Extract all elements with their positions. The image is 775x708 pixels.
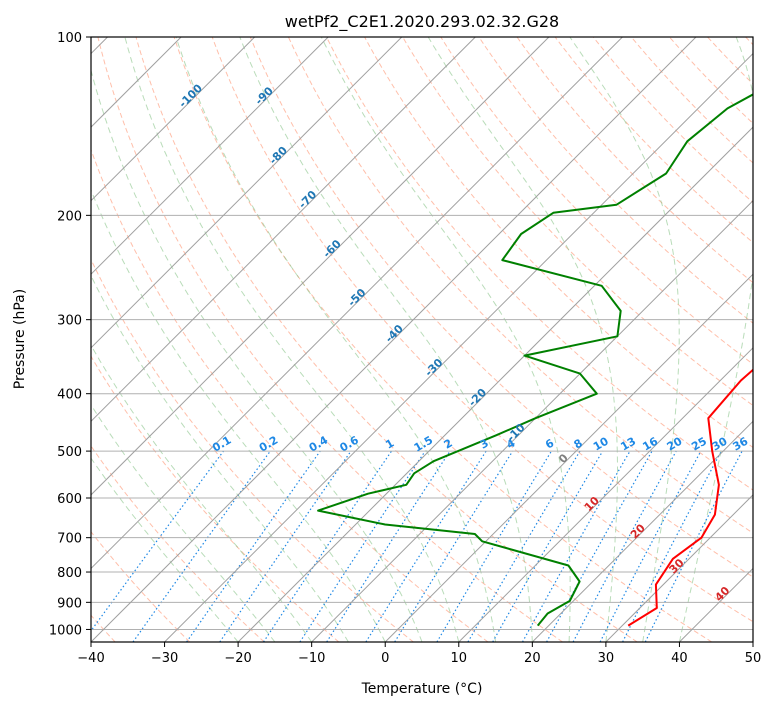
isotherm-gridline: [311, 199, 753, 642]
dry-adiabat-line: [91, 148, 489, 642]
moist-adiabat-line: [320, 37, 571, 642]
isotherm-gridline: [91, 37, 697, 642]
x-tick-label: −20: [224, 651, 251, 666]
isotherm-gridline: [91, 37, 403, 349]
dry-adiabat-line: [249, 37, 753, 578]
moist-adiabat-line: [91, 188, 386, 642]
moist-adiabat-line: [678, 37, 753, 642]
x-axis-label: Temperature (°C): [361, 681, 483, 697]
moist-adiabat-line: [569, 37, 680, 642]
moist-adiabat-line: [91, 274, 349, 642]
dry-adiabat-line: [91, 531, 191, 642]
isotherm-gridline: [91, 37, 623, 570]
dry-adiabat-line: [97, 37, 563, 642]
dry-adiabat-line: [173, 37, 713, 642]
x-tick-label: 10: [451, 651, 468, 666]
y-tick-label: 500: [57, 445, 82, 460]
y-axis-label: Pressure (hPa): [12, 289, 28, 389]
x-tick-label: 0: [381, 651, 389, 666]
mixing-ratio-line: [467, 450, 581, 642]
dry-adiabat-line: [135, 37, 638, 642]
isotherm-gridline: [91, 37, 329, 275]
x-tick-label: 50: [745, 651, 762, 666]
dry-adiabat-line: [287, 37, 753, 534]
moist-adiabat-line: [175, 37, 497, 642]
x-tick-label: −10: [298, 651, 325, 666]
data-curves: [317, 93, 753, 627]
mixing-ratio-line: [365, 450, 487, 642]
isotherm-gridline: [164, 52, 753, 642]
moist-adiabat-line: [91, 68, 423, 642]
dry-adiabat-line: [402, 37, 753, 407]
isotherm-gridline: [458, 347, 753, 642]
y-tick-label: 700: [57, 532, 82, 547]
mixing-ratio-line: [436, 450, 553, 642]
dry-adiabat-line: [91, 355, 340, 642]
y-tick-label: 100: [57, 31, 82, 46]
mixing-ratio-line: [572, 450, 677, 642]
dry-adiabat-line: [516, 37, 753, 284]
mixing-ratio-line: [219, 450, 352, 642]
mixing-ratio-line: [521, 450, 631, 642]
mixing-ratio-line: [394, 450, 514, 642]
y-tick-label: 200: [57, 209, 82, 224]
dry-adiabat-line: [440, 37, 753, 365]
moist-adiabat-line: [124, 37, 460, 642]
isotherm-gridline: [91, 37, 256, 202]
isotherm-gridline: [91, 37, 550, 496]
dry-adiabat-line: [326, 37, 753, 491]
y-tick-label: 300: [57, 314, 82, 329]
y-tick-label: 1000: [49, 623, 82, 638]
mixing-ratio-line: [492, 450, 604, 642]
chart-title: wetPf2_C2E1.2020.293.02.32.G28: [285, 12, 559, 32]
isotherm-gridline: [91, 37, 476, 423]
moist-adiabat-line: [239, 37, 533, 642]
background-lines: [91, 37, 753, 642]
axis-ticks: −40 −30 −20 −10 0 10 20 30 40 50 100 200 300 400 500 60…: [49, 31, 761, 666]
dewpoint-profile-line: [317, 93, 753, 627]
y-tick-label: 800: [57, 566, 82, 581]
x-tick-label: −40: [77, 651, 104, 666]
isotherm-gridline: [237, 126, 753, 642]
x-tick-label: 20: [524, 651, 541, 666]
y-tick-label: 400: [57, 388, 82, 403]
x-tick-label: −30: [151, 651, 178, 666]
dry-adiabat-line: [211, 37, 753, 623]
x-tick-label: 30: [598, 651, 615, 666]
y-tick-label: 900: [57, 596, 82, 611]
mixing-ratio-line: [186, 450, 321, 642]
moist-adiabat-line: [91, 457, 239, 642]
y-tick-label: 600: [57, 492, 82, 507]
dry-adiabat-line: [592, 37, 753, 204]
temperature-profile-line: [627, 368, 753, 627]
isotherm-gridline: [531, 420, 753, 642]
x-tick-label: 40: [671, 651, 688, 666]
mixing-ratio-line: [326, 450, 451, 642]
isotherm-gridline: [605, 494, 753, 642]
plot-frame: [90, 36, 754, 643]
isotherm-gridline: [384, 273, 753, 642]
mixing-ratio-line: [132, 450, 271, 642]
dry-adiabat-line: [478, 37, 753, 324]
dry-adiabat-line: [91, 258, 414, 642]
